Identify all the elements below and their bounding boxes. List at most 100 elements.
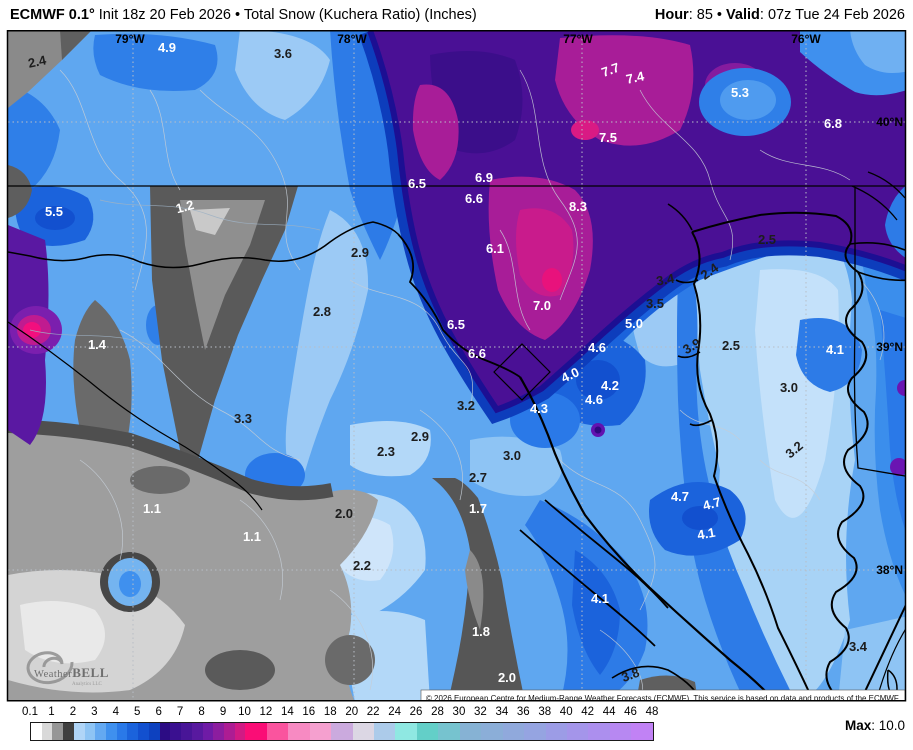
map-value-label: 5.3 (731, 85, 749, 100)
hour-value: : 85 • (688, 7, 727, 23)
colorbar-segment (352, 723, 374, 740)
colorbar-segment (588, 723, 610, 740)
colorbar-segment (481, 723, 503, 740)
map-value-label: 2.9 (351, 245, 369, 260)
map-value-label: 1.2 (174, 197, 195, 216)
colorbar-tick: 7 (176, 706, 184, 718)
map-value-labels: 2.44.9 3.67.7 7.45.36.87.56.96.56.68.35.5 1… (27, 32, 903, 685)
map-title: ECMWF 0.1° Init 18z 20 Feb 2026 • Total … (10, 7, 477, 23)
map-value-label: 2.3 (377, 444, 395, 459)
colorbar-segment (288, 723, 310, 740)
map-value-label: 6.5 (408, 176, 426, 191)
colorbar-tick: 42 (581, 706, 595, 718)
map-value-label: 4.0 (559, 364, 582, 385)
colorbar-segment (245, 723, 267, 740)
valid-label: Valid (726, 7, 760, 23)
map-value-label: 1.1 (143, 501, 161, 516)
colorbar-segment (524, 723, 546, 740)
colorbar-tick: 28 (431, 706, 444, 718)
colorbar-tick: 1 (48, 706, 55, 718)
colorbar-segment (95, 723, 107, 740)
title-text: Init 18z 20 Feb 2026 • Total Snow (Kuche… (94, 7, 477, 23)
colorbar-tick: 10 (238, 706, 251, 718)
weatherbell-logo: WeatherBELL Analytics LLC (26, 651, 108, 687)
map-value-label: 6.5 (447, 317, 465, 332)
graticule-label: 77°W (563, 32, 593, 46)
colorbar-segment (459, 723, 482, 740)
map-value-label: 8.3 (569, 199, 587, 214)
map-value-label: 2.4 (27, 52, 49, 71)
colorbar-segment (502, 723, 525, 740)
map-value-label: 4.1 (696, 525, 716, 543)
colorbar-segment (416, 723, 439, 740)
graticule-label: 40°N (876, 115, 903, 129)
colorbar-tick: 14 (280, 706, 294, 718)
colorbar-segment (438, 723, 460, 740)
map-value-label: 1.4 (88, 337, 107, 352)
colorbar-segment (213, 723, 224, 740)
valid-value: : 07z Tue 24 Feb 2026 (759, 7, 905, 23)
colorbar-segment (41, 723, 53, 740)
map-value-label: 7.0 (533, 298, 551, 313)
colorbar-tick: 18 (323, 706, 337, 718)
colorbar-tick: 32 (474, 706, 487, 718)
legend-bar: 0.1 1 2 3 4 5 6 7 8 9 10 12 14 16 18 20 22 24 26 28 30 32 34 36… (0, 702, 913, 750)
map-value-label: 7.5 (599, 130, 617, 145)
colorbar-tick: 48 (645, 706, 659, 718)
max-value: Max: 10.0 (845, 718, 905, 733)
map-value-label: 3.2 (457, 398, 475, 413)
map-value-label: 7.4 (625, 68, 647, 87)
map-value-label: 2.9 (411, 429, 429, 444)
map-value-label: 3.5 (646, 296, 664, 311)
colorbar-segment (52, 723, 64, 740)
colorbar-tick: 30 (452, 706, 466, 718)
colorbar-segment (223, 723, 235, 740)
map-value-label: 2.7 (469, 470, 487, 485)
map-value-label: 2.8 (313, 304, 331, 319)
colorbar-segment (116, 723, 128, 740)
graticule-label: 76°W (791, 32, 821, 46)
map-value-label: 2.2 (353, 558, 371, 573)
colorbar-segment (127, 723, 139, 740)
colorbar-segment (31, 723, 42, 740)
map-value-label: 4.2 (601, 378, 619, 393)
colorbar-segment (106, 723, 117, 740)
colorbar-segment (159, 723, 171, 740)
colorbar-tick: 40 (559, 706, 573, 718)
map-value-label: 4.7 (671, 489, 689, 504)
colorbar-segment (170, 723, 182, 740)
map-value-label: 4.3 (530, 401, 548, 416)
colorbar-tick: 6 (155, 706, 162, 718)
colorbar-tick: 46 (624, 706, 637, 718)
colorbar-tick: 0.1 (22, 706, 38, 718)
colorbar-tick: 3 (91, 706, 98, 718)
colorbar-segment (63, 723, 74, 740)
valid-time: Hour: 85 • Valid: 07z Tue 24 Feb 2026 (655, 7, 905, 23)
map-canvas[interactable]: 2.4 4.9 3.6 7.7 7.4 5.3 6.8 7.5 6.9 6.5 6.6 8.3 5.5 1… (0, 30, 913, 702)
colorbar-tick: 36 (516, 706, 530, 718)
graticule-label: 78°W (337, 32, 367, 46)
map-value-label: 2.5 (758, 232, 776, 247)
max-number: : 10.0 (871, 718, 905, 733)
colorbar-segment (309, 723, 332, 740)
model-name: ECMWF 0.1° (10, 7, 95, 23)
map-value-label: 4.1 (591, 591, 609, 606)
graticule-label: 79°W (115, 32, 145, 46)
colorbar-segment (234, 723, 246, 740)
map-value-label: 1.7 (469, 501, 487, 516)
map-value-label: 4.7 (701, 494, 722, 513)
map-value-label: 3.4 (849, 639, 868, 654)
map-value-label: 2.5 (722, 338, 740, 353)
map-value-label: 3.3 (234, 411, 252, 426)
hour-label: Hour (654, 7, 689, 23)
colorbar-tick: 16 (302, 706, 316, 718)
max-label: Max (844, 718, 872, 733)
map-value-label: 3.8 (619, 665, 641, 685)
map-value-label: 6.8 (824, 116, 842, 131)
colorbar-tick: 38 (538, 706, 552, 718)
colorbar-tick: 12 (259, 706, 273, 718)
colorbar-segment (191, 723, 203, 740)
colorbar-tick: 4 (112, 706, 119, 718)
colorbar-segment (566, 723, 589, 740)
terrain-gray-regions (8, 31, 698, 700)
